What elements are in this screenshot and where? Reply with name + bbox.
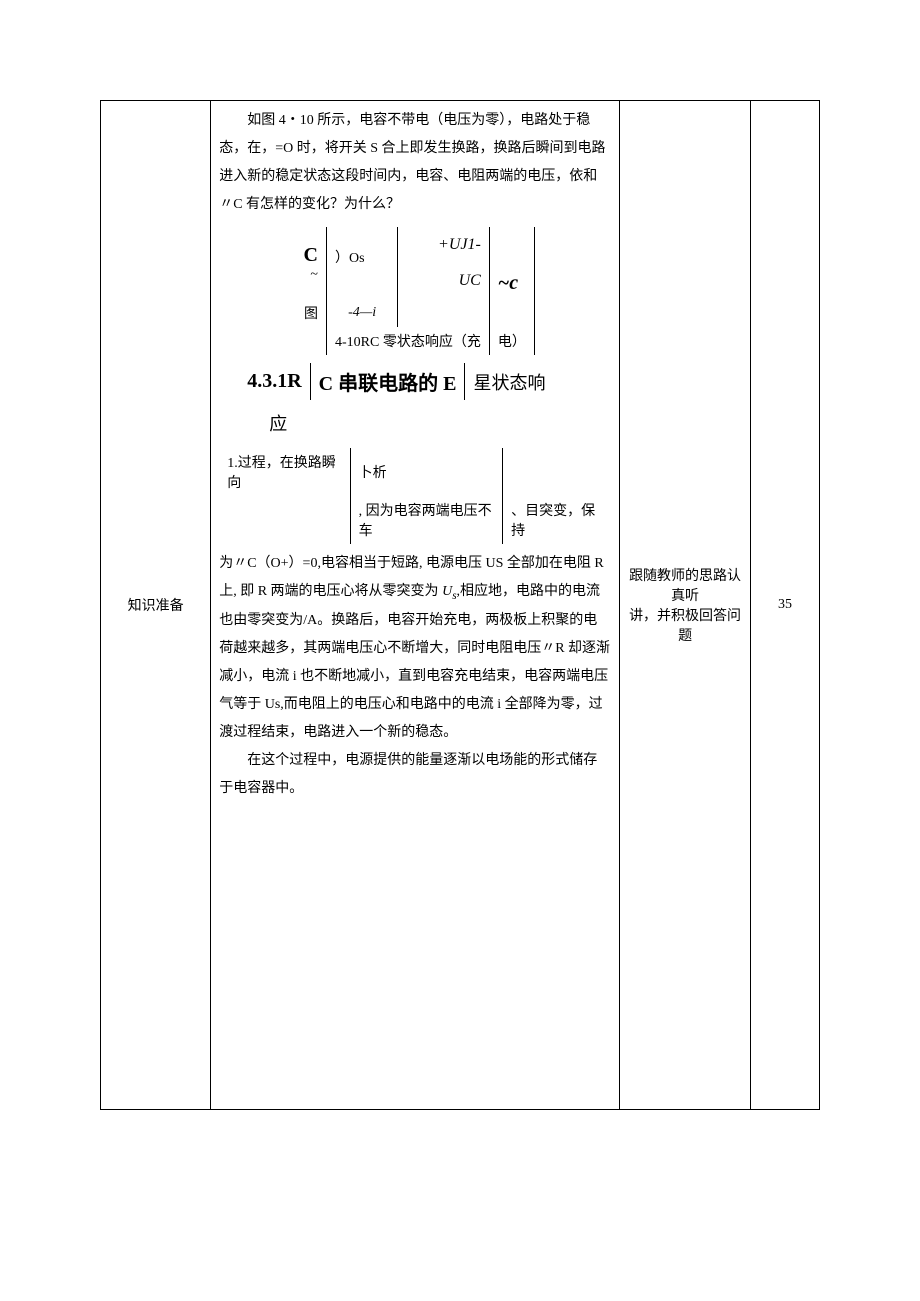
fig-cell — [296, 327, 327, 355]
fig-cell — [398, 299, 490, 327]
minutes-cell: 35 — [750, 101, 819, 1110]
sec-right: 星状态响 — [473, 373, 545, 393]
body-para: 为〃C（O+）=0,电容相当于短路, 电源电压 US 全部加在电阻 R 上, 即… — [219, 550, 611, 747]
intro-para: 如图 4・10 所示，电容不带电（电压为零），电路处于稳态，在，=O 时，将开关… — [219, 107, 611, 219]
fig-os: ）Os — [335, 247, 389, 267]
st-cell: C 串联电路的 E — [310, 363, 465, 400]
blank-fill — [219, 803, 611, 1103]
stage-cell: 知识准备 — [101, 101, 211, 1110]
student-l1: 跟随教师的思路认真听 — [628, 565, 742, 605]
fig-tu: 图 — [304, 307, 318, 322]
an-2: 卜析 — [359, 466, 387, 481]
an-cell: 、目突变，保持 — [503, 496, 612, 544]
minutes: 35 — [778, 597, 792, 612]
an-cell — [503, 448, 612, 496]
fig-caption-b: 电） — [498, 335, 526, 350]
fig-uj1: +UJ1- — [406, 236, 481, 254]
st-cell: 星状态响 — [465, 363, 554, 400]
an-cell — [219, 496, 350, 544]
fig-cell — [489, 299, 534, 327]
fig-cell: C ~ — [296, 227, 327, 299]
fig-cell: 图 — [296, 299, 327, 327]
fig-C: C — [304, 244, 318, 267]
fig-cell: 4-10RC 零状态响应（充 — [326, 327, 489, 355]
an-cell: 卜析 — [350, 448, 503, 496]
fig-4i: -4—i — [348, 305, 376, 320]
fig-cell: ）Os — [326, 227, 397, 299]
content-cell: 如图 4・10 所示，电容不带电（电压为零），电路处于稳态，在，=O 时，将开关… — [211, 101, 620, 1110]
fig-cell: +UJ1- UC — [398, 227, 490, 299]
fig-cell: 电） — [489, 327, 534, 355]
student-l2: 讲，并积极回答问题 — [628, 605, 742, 645]
sec-mid: C 串联电路的 E — [319, 373, 457, 395]
an-4: 、目突变，保持 — [511, 504, 595, 539]
an-1: 1.过程，在换路瞬向 — [227, 456, 336, 491]
an-3: , 因为电容两端电压不车 — [359, 504, 492, 539]
fig-cell: -4—i — [326, 299, 397, 327]
an-cell: , 因为电容两端电压不车 — [350, 496, 503, 544]
stage-label: 知识准备 — [128, 599, 184, 614]
fig-caption-a: 4-10RC 零状态响应（充 — [335, 335, 481, 350]
fig-cell: ~c — [489, 227, 534, 299]
fig-tilde: ~ — [304, 267, 318, 283]
fig-c: ~c — [498, 272, 526, 295]
student-cell: 跟随教师的思路认真听 讲，并积极回答问题 — [620, 101, 751, 1110]
circuit-figure: C ~ ）Os +UJ1- UC ~c — [296, 227, 535, 355]
sec-below: 应 — [269, 406, 611, 442]
an-cell: 1.过程，在换路瞬向 — [219, 448, 350, 496]
lesson-table: 知识准备 如图 4・10 所示，电容不带电（电压为零），电路处于稳态，在，=O … — [100, 100, 820, 1110]
section-title-row: 4.3.1R C 串联电路的 E 星状态响 — [239, 363, 553, 400]
tail-para: 在这个过程中，电源提供的能量逐渐以电场能的形式储存于电容器中。 — [219, 747, 611, 803]
analysis-row: 1.过程，在换路瞬向 卜析 , 因为电容两端电压不车 、目突变，保持 — [219, 448, 611, 544]
fig-uc: UC — [406, 272, 481, 290]
st-cell: 4.3.1R — [239, 363, 310, 400]
sec-431r: 4.3.1R — [247, 370, 301, 392]
